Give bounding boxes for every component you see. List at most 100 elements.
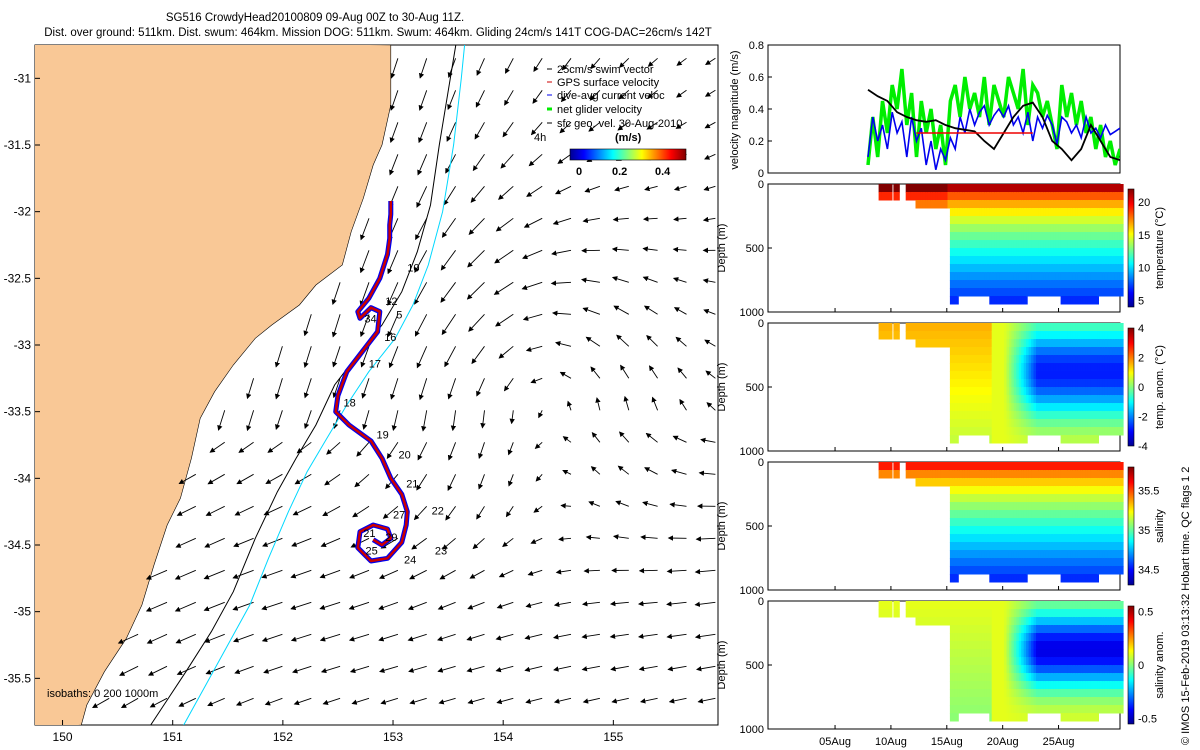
- section-cell: [1023, 689, 1028, 698]
- section-cell: [1058, 534, 1063, 543]
- section-cell: [1033, 240, 1038, 249]
- section-cell: [1087, 387, 1092, 396]
- section-cell: [1102, 184, 1107, 193]
- section-cell: [1033, 184, 1038, 193]
- section-cell: [981, 625, 986, 634]
- section-cell: [1021, 403, 1026, 412]
- section-cell: [1006, 323, 1011, 332]
- section-cell: [1055, 641, 1060, 650]
- section-cell: [1097, 633, 1102, 642]
- section-cell: [1072, 534, 1077, 543]
- section-cell: [1055, 323, 1060, 332]
- section-cell: [1013, 379, 1018, 388]
- section-cell: [1011, 518, 1016, 527]
- section-cell: [972, 272, 976, 281]
- section-cell: [1023, 713, 1028, 722]
- section-cell: [959, 331, 964, 340]
- section-cell: [999, 697, 1004, 706]
- section-cell: [1055, 184, 1060, 193]
- section-cell: [954, 339, 959, 348]
- section-cell: [1080, 419, 1085, 428]
- section-cell: [949, 542, 954, 551]
- section-cell: [1023, 633, 1028, 642]
- section-cell: [893, 331, 898, 340]
- section-cell: [1011, 633, 1016, 642]
- section-cell: [984, 403, 989, 412]
- section-cell: [999, 502, 1004, 511]
- velocity-arrow: [418, 378, 428, 401]
- section-cell: [1031, 601, 1036, 610]
- section-cell: [935, 200, 940, 209]
- section-cell: [977, 331, 981, 340]
- section-cell: [1090, 363, 1095, 372]
- section-cell: [1063, 395, 1067, 404]
- section-cell: [1040, 609, 1045, 618]
- map-x-tick-labels: 150 151 152 153 154 155: [53, 720, 624, 744]
- section-cell: [1055, 280, 1060, 289]
- section-cell: [1004, 510, 1008, 519]
- velocity-arrow: [470, 186, 485, 203]
- section-cell: [1031, 542, 1036, 551]
- section-cell: [1119, 248, 1124, 257]
- section-cell: [1114, 280, 1119, 289]
- section-cell: [974, 347, 979, 356]
- section-cell: [1065, 633, 1070, 642]
- section-cell: [1016, 379, 1021, 388]
- section-cell: [1104, 486, 1109, 495]
- section-cell: [1006, 435, 1011, 444]
- section-cell: [977, 681, 981, 690]
- section-cell: [959, 347, 964, 356]
- section-cell: [1053, 192, 1058, 201]
- section-cell: [1082, 486, 1087, 495]
- section-cell: [957, 689, 962, 698]
- section-cell: [1053, 494, 1058, 503]
- section-cell: [1104, 240, 1109, 249]
- section-cell: [1045, 339, 1050, 348]
- section-cell: [972, 625, 976, 634]
- section-cell: [1021, 697, 1026, 706]
- section-cell: [1058, 232, 1063, 241]
- section-cell: [1065, 502, 1070, 511]
- section-cell: [942, 462, 947, 471]
- section-cell: [954, 379, 959, 388]
- section-cell: [962, 470, 967, 479]
- velocity-arrow: [326, 441, 341, 455]
- section-cell: [967, 240, 972, 249]
- section-cell: [1016, 200, 1021, 209]
- section-cell: [1016, 248, 1021, 257]
- section-cell: [1006, 411, 1011, 420]
- velocity-arrow: [611, 276, 629, 283]
- section-colorbar: [1127, 605, 1135, 725]
- section-cell: [910, 462, 915, 471]
- velocity-arrow: [437, 633, 456, 642]
- section-cell: [1043, 224, 1048, 233]
- section-cell: [1075, 216, 1080, 225]
- section-cell: [959, 208, 964, 217]
- section-cell: [1119, 486, 1124, 495]
- section-cell: [1077, 323, 1082, 332]
- section-cell: [1004, 387, 1008, 396]
- section-cell: [1095, 534, 1099, 543]
- section-cell: [1082, 379, 1087, 388]
- section-cell: [962, 224, 967, 233]
- section-cell: [1092, 224, 1097, 233]
- section-cell: [1048, 347, 1053, 356]
- section-cell: [1050, 355, 1055, 364]
- section-cell: [1033, 462, 1038, 471]
- velocity-arrow: [476, 58, 485, 76]
- section-cell: [1053, 208, 1058, 217]
- section-cell: [1023, 240, 1028, 249]
- section-cell: [1038, 689, 1043, 698]
- section-cell: [1058, 673, 1063, 682]
- section-cell: [959, 478, 964, 487]
- section-cell: [949, 288, 954, 297]
- section-cell: [1028, 272, 1033, 281]
- section-cell: [1107, 478, 1112, 487]
- section-cell: [994, 641, 999, 650]
- section-cell: [1018, 462, 1023, 471]
- section-cell: [1090, 641, 1095, 650]
- section-cell: [972, 462, 976, 471]
- section-cell: [1087, 534, 1092, 543]
- section-cell: [1077, 339, 1082, 348]
- section-cell: [1067, 558, 1072, 567]
